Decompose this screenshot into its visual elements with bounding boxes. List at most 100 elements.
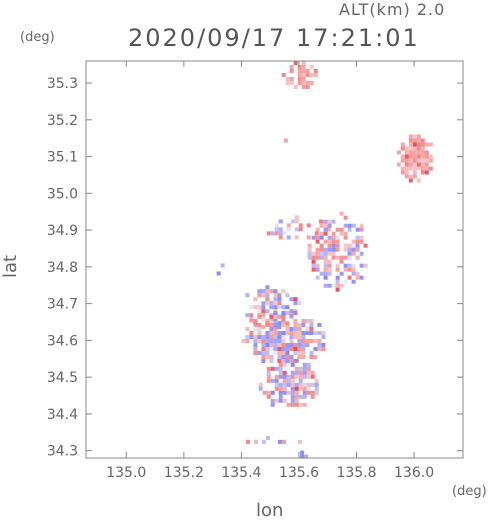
heatmap-cell	[351, 243, 356, 248]
heatmap-cell	[285, 77, 290, 81]
heatmap-cell	[265, 289, 270, 294]
heatmap-cell	[289, 297, 294, 302]
heatmap-cell	[294, 398, 299, 403]
heatmap-cell	[277, 339, 282, 343]
heatmap-cell	[266, 394, 271, 399]
heatmap-cell	[289, 81, 294, 85]
heatmap-cell	[273, 323, 278, 327]
heatmap-cell	[285, 323, 290, 327]
heatmap-cell	[294, 366, 299, 371]
heatmap-cell	[273, 347, 278, 351]
heatmap-cell	[351, 251, 356, 256]
heatmap-cell	[281, 315, 286, 319]
plot-frame	[85, 60, 464, 459]
heatmap-cell	[408, 138, 413, 143]
heatmap-cell	[293, 343, 298, 347]
heatmap-cell	[331, 247, 336, 252]
heatmap-cell	[331, 219, 336, 224]
heatmap-cell	[261, 355, 266, 359]
heatmap-cell	[269, 317, 274, 322]
heatmap-cell	[424, 158, 429, 163]
y-tick-label: 35.0	[47, 186, 78, 202]
heatmap-cell	[265, 355, 270, 359]
heatmap-cell	[269, 335, 274, 339]
heatmap-cell	[297, 339, 302, 343]
heatmap-cell	[428, 158, 433, 163]
heatmap-cell	[408, 178, 413, 183]
heatmap-cell	[331, 283, 336, 288]
heatmap-cell	[286, 374, 291, 379]
heatmap-cell	[396, 162, 401, 167]
heatmap-cell	[266, 390, 271, 395]
heatmap-cell	[355, 247, 360, 252]
heatmap-cell	[400, 154, 405, 159]
heatmap-cell	[317, 347, 322, 351]
heatmap-cell	[314, 390, 319, 395]
heatmap-cell	[297, 327, 302, 331]
heatmap-cell	[297, 69, 302, 73]
heatmap-cell	[277, 293, 282, 298]
heatmap-cell	[270, 398, 275, 403]
heatmap-cell	[359, 235, 364, 240]
heatmap-cell	[269, 289, 274, 294]
heatmap-cell	[289, 309, 294, 314]
heatmap-cell	[309, 65, 314, 69]
heatmap-cell	[282, 390, 287, 395]
heatmap-cell	[351, 239, 356, 244]
heatmap-cell	[420, 162, 425, 167]
heatmap-cell	[343, 247, 348, 252]
heatmap-cell	[351, 247, 356, 252]
heatmap-cell	[416, 162, 421, 167]
heatmap-cell	[359, 227, 364, 232]
heatmap-cell	[273, 327, 278, 331]
heatmap-cell	[281, 343, 286, 347]
heatmap-cell	[257, 331, 262, 335]
heatmap-cell	[273, 351, 278, 355]
heatmap-cell	[293, 331, 298, 335]
heatmap-cell	[270, 231, 275, 236]
heatmap-cell	[327, 251, 332, 256]
heatmap-cell	[343, 215, 348, 220]
heatmap-cell	[327, 247, 332, 252]
heatmap-cell	[331, 239, 336, 244]
heatmap-cell	[269, 339, 274, 343]
heatmap-cell	[306, 235, 311, 240]
heatmap-cell	[319, 247, 324, 252]
heatmap-cell	[269, 347, 274, 351]
heatmap-cell	[339, 255, 344, 260]
heatmap-cell	[293, 327, 298, 331]
heatmap-cell	[253, 343, 258, 347]
heatmap-cells	[216, 61, 433, 459]
heatmap-cell	[347, 267, 352, 272]
heatmap-cell	[294, 358, 299, 363]
heatmap-cell	[290, 374, 295, 379]
heatmap-cell	[396, 150, 401, 155]
heatmap-cell	[301, 335, 306, 339]
heatmap-cell	[290, 394, 295, 399]
heatmap-cell	[305, 343, 310, 347]
heatmap-cell	[309, 327, 314, 331]
heatmap-cell	[408, 154, 413, 159]
heatmap-cell	[300, 454, 305, 459]
heatmap-cell	[416, 146, 421, 151]
heatmap-cell	[266, 366, 271, 371]
heatmap-cell	[335, 247, 340, 252]
heatmap-cell	[253, 327, 258, 331]
heatmap-cell	[331, 231, 336, 236]
heatmap-cell	[282, 382, 287, 387]
heatmap-cell	[290, 386, 295, 391]
heatmap-cell	[412, 138, 417, 143]
heatmap-cell	[404, 174, 409, 179]
heatmap-cell	[261, 309, 266, 314]
heatmap-cell	[274, 398, 279, 403]
heatmap-cell	[297, 331, 302, 335]
heatmap-cell	[351, 263, 356, 268]
heatmap-cell	[408, 150, 413, 155]
heatmap-cell	[278, 390, 283, 395]
heatmap-cell	[319, 223, 324, 228]
heatmap-cell	[257, 335, 262, 339]
heatmap-cell	[309, 339, 314, 343]
heatmap-cell	[301, 319, 306, 323]
heatmap-cell	[319, 271, 324, 276]
heatmap-cell	[343, 255, 348, 260]
